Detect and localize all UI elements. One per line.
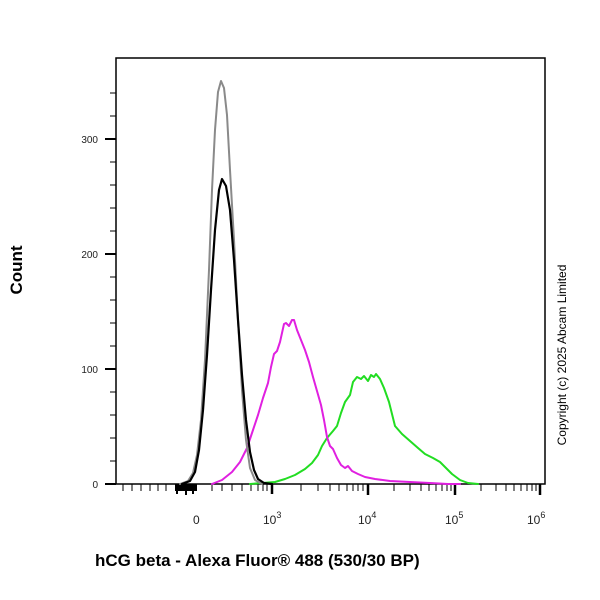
x-tick-1e4: 104 (358, 510, 376, 527)
x-tick-labels: 0 103 104 105 106 (193, 510, 545, 527)
series-magenta (211, 319, 461, 485)
y-tick-100: 100 (81, 365, 98, 376)
x-axis-label: hCG beta - Alexa Fluor® 488 (530/30 BP) (95, 551, 420, 570)
x-axis (122, 484, 542, 495)
x-tick-1e6: 106 (527, 510, 545, 527)
y-axis (105, 92, 116, 485)
y-tick-labels: 0 100 200 300 (81, 135, 98, 491)
series-black (180, 177, 274, 486)
x-tick-0: 0 (193, 513, 200, 527)
y-tick-200: 200 (81, 250, 98, 261)
x-tick-1e5: 105 (445, 510, 463, 527)
y-tick-300: 300 (81, 135, 98, 146)
y-tick-0: 0 (92, 480, 98, 491)
plot-frame (115, 57, 546, 485)
series-green (249, 373, 479, 485)
x-tick-1e3: 103 (263, 510, 281, 527)
series-gray (179, 80, 263, 485)
